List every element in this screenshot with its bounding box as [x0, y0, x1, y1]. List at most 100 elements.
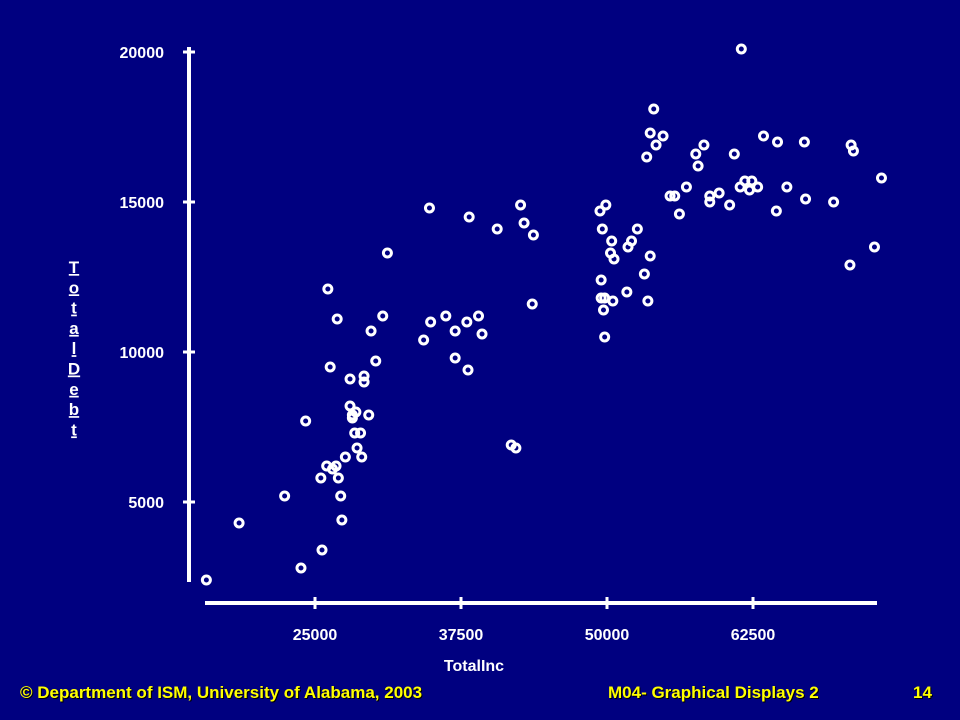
data-point — [713, 187, 725, 199]
data-point — [657, 130, 669, 142]
data-point — [752, 181, 764, 193]
x-tick-label: 50000 — [585, 627, 630, 644]
data-point — [476, 328, 488, 340]
data-point — [200, 574, 212, 586]
y-axis-title-letter: o — [69, 278, 79, 297]
data-point — [735, 43, 747, 55]
data-point — [356, 451, 368, 463]
data-point — [363, 409, 375, 421]
data-point — [233, 517, 245, 529]
data-point — [336, 514, 348, 526]
data-point — [608, 253, 620, 265]
data-point — [648, 103, 660, 115]
data-point — [642, 295, 654, 307]
data-point — [644, 127, 656, 139]
data-point — [599, 331, 611, 343]
data-point — [518, 217, 530, 229]
data-points — [200, 43, 887, 586]
data-point — [295, 562, 307, 574]
data-point — [381, 247, 393, 259]
data-point — [600, 199, 612, 211]
data-point — [673, 208, 685, 220]
data-point — [526, 298, 538, 310]
data-point — [594, 205, 606, 217]
data-point — [606, 235, 618, 247]
data-point — [669, 190, 681, 202]
y-axis-title-letter: T — [69, 258, 80, 277]
data-point — [772, 136, 784, 148]
page-number: 14 — [913, 683, 932, 702]
data-point — [875, 172, 887, 184]
data-point — [595, 274, 607, 286]
data-point — [638, 268, 650, 280]
data-point — [631, 223, 643, 235]
data-point — [461, 316, 473, 328]
data-point — [324, 361, 336, 373]
y-axis-title-letter: a — [69, 319, 79, 338]
y-axis-title-letter: e — [69, 380, 78, 399]
data-point — [330, 460, 342, 472]
data-point — [344, 400, 356, 412]
y-axis-title-letter: t — [71, 299, 77, 318]
data-point — [370, 355, 382, 367]
data-point — [332, 472, 344, 484]
data-point — [355, 427, 367, 439]
data-point — [279, 490, 291, 502]
data-point — [322, 283, 334, 295]
data-point — [844, 259, 856, 271]
x-axis-title: TotalInc — [444, 658, 504, 675]
copyright-footer: © Department of ISM, University of Alaba… — [20, 683, 423, 702]
data-point — [300, 415, 312, 427]
data-point — [607, 295, 619, 307]
data-point — [724, 199, 736, 211]
y-tick-marks — [183, 50, 195, 504]
x-tick-marks — [313, 597, 755, 609]
data-point — [728, 148, 740, 160]
data-point — [680, 181, 692, 193]
data-point — [626, 235, 638, 247]
x-tick-label: 25000 — [293, 627, 338, 644]
data-point — [650, 139, 662, 151]
y-tick-labels: 5000 10000 15000 20000 — [120, 45, 165, 512]
data-point — [690, 148, 702, 160]
data-point — [644, 250, 656, 262]
data-point — [423, 202, 435, 214]
data-point — [440, 310, 452, 322]
data-point — [358, 370, 370, 382]
data-point — [515, 199, 527, 211]
data-point — [596, 223, 608, 235]
data-point — [800, 193, 812, 205]
data-point — [739, 175, 751, 187]
data-point — [365, 325, 377, 337]
x-tick-labels: 25000 37500 50000 62500 — [293, 627, 776, 644]
data-point — [781, 181, 793, 193]
data-point — [351, 442, 363, 454]
x-tick-label: 62500 — [731, 627, 776, 644]
data-point — [698, 139, 710, 151]
data-point — [377, 310, 389, 322]
data-point — [315, 472, 327, 484]
data-point — [331, 313, 343, 325]
y-axis-title-letter: b — [69, 400, 79, 419]
data-point — [350, 406, 362, 418]
data-point — [621, 286, 633, 298]
data-point — [473, 310, 485, 322]
data-point — [462, 364, 474, 376]
data-point — [597, 304, 609, 316]
data-point — [758, 130, 770, 142]
data-point — [349, 427, 361, 439]
y-axis-title-letter: l — [72, 339, 77, 358]
y-tick-label: 15000 — [120, 195, 165, 212]
data-point — [339, 451, 351, 463]
data-point — [704, 196, 716, 208]
data-point — [491, 223, 503, 235]
data-point — [798, 136, 810, 148]
data-point — [449, 325, 461, 337]
data-point — [316, 544, 328, 556]
y-tick-label: 20000 — [120, 45, 165, 62]
data-point — [463, 211, 475, 223]
data-point — [418, 334, 430, 346]
y-tick-label: 10000 — [120, 345, 165, 362]
y-axis-title-letter: D — [68, 360, 80, 379]
